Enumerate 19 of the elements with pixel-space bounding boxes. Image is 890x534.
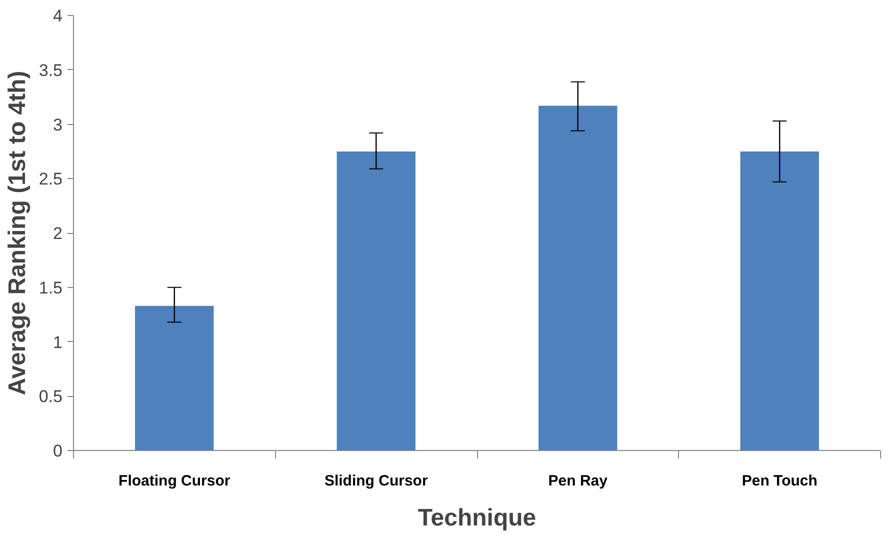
x-tick-label: Sliding Cursor [324, 472, 428, 490]
y-tick-label: 1 [53, 332, 63, 352]
y-tick-label: 3 [53, 115, 63, 134]
x-tick-label: Floating Cursor [118, 472, 230, 490]
y-tick-label: 0 [53, 442, 63, 460]
y-tick-label: 0.5 [38, 387, 63, 406]
y-axis-title: Average Ranking (1st to 4th) [4, 70, 31, 396]
bar [336, 151, 416, 450]
x-tick-label: Pen Touch [742, 472, 818, 490]
y-tick-label: 1.5 [38, 278, 63, 298]
bar [538, 106, 618, 450]
x-tick-label: Pen Ray [548, 472, 608, 490]
y-tick-label: 3.5 [38, 60, 63, 80]
y-tick-label: 2 [53, 224, 63, 243]
bar [135, 306, 214, 450]
x-axis-title: Technique [418, 504, 536, 532]
y-tick-label: 4 [53, 6, 63, 26]
y-tick-label: 2.5 [38, 170, 63, 189]
bar [740, 151, 819, 450]
